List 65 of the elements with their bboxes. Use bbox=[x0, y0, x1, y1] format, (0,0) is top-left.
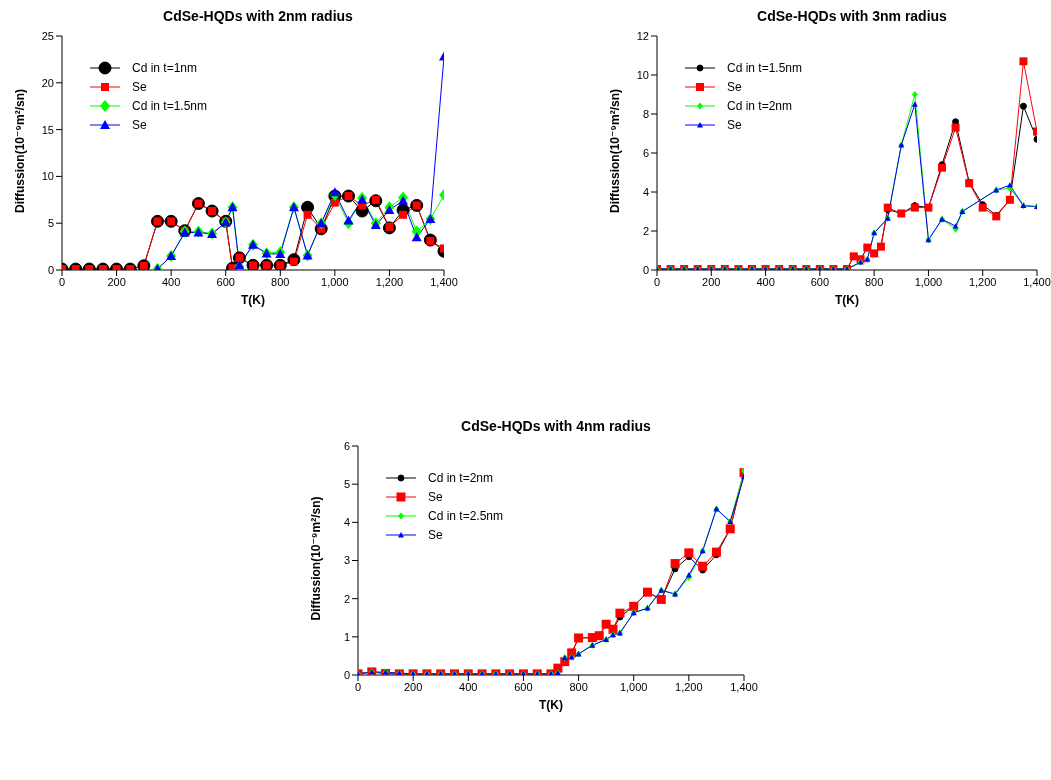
y-axis-title: Diffussion(10⁻⁹m²/sn) bbox=[13, 88, 28, 213]
x-tick-label: 0 bbox=[653, 275, 661, 288]
y-tick-label: 0 bbox=[642, 263, 649, 276]
legend-label: Se bbox=[428, 527, 443, 542]
chart-title: CdSe-HQDs with 2nm radius bbox=[162, 8, 354, 26]
legend-label: Cd in t=1nm bbox=[132, 60, 198, 75]
legend-label: Se bbox=[727, 117, 742, 132]
legend-label: Se bbox=[727, 79, 742, 94]
y-tick-label: 0 bbox=[47, 263, 54, 276]
y-tick-label: 5 bbox=[47, 217, 54, 230]
y-axis-title: Diffussion(10⁻⁹m²/sn) bbox=[309, 496, 324, 621]
y-tick-label: 20 bbox=[41, 76, 54, 89]
x-tick-label: 1,000 bbox=[914, 275, 943, 288]
legend-label: Cd in t=1.5nm bbox=[132, 98, 208, 113]
x-tick-label: 400 bbox=[161, 275, 181, 288]
legend-label: Cd in t=2nm bbox=[428, 470, 494, 485]
chart-title: CdSe-HQDs with 3nm radius bbox=[756, 8, 948, 26]
x-tick-label: 400 bbox=[459, 680, 478, 693]
x-tick-label: 0 bbox=[354, 680, 362, 693]
x-tick-label: 800 bbox=[864, 275, 884, 288]
legend-label: Cd in t=1.5nm bbox=[727, 60, 803, 75]
x-tick-label: 200 bbox=[702, 275, 721, 288]
y-tick-label: 2 bbox=[343, 592, 350, 605]
x-axis-title: T(K) bbox=[539, 698, 563, 712]
x-tick-label: 1,200 bbox=[375, 275, 404, 288]
y-tick-label: 6 bbox=[642, 146, 649, 159]
x-tick-label: 1,000 bbox=[619, 680, 648, 693]
y-tick-label: 4 bbox=[642, 185, 649, 198]
chart-title: CdSe-HQDs with 4nm radius bbox=[460, 418, 652, 436]
y-tick-label: 10 bbox=[41, 170, 54, 183]
legend-label: Cd in t=2nm bbox=[727, 98, 793, 113]
legend-label: Cd in t=2.5nm bbox=[428, 508, 504, 523]
y-tick-label: 2 bbox=[642, 224, 649, 237]
x-tick-label: 600 bbox=[216, 275, 235, 288]
legend-label: Se bbox=[428, 489, 443, 504]
y-tick-label: 0 bbox=[343, 668, 350, 681]
x-axis-title: T(K) bbox=[835, 293, 859, 307]
y-axis-title: Diffussion(10⁻⁹m²/sn) bbox=[608, 88, 623, 213]
x-tick-label: 200 bbox=[107, 275, 126, 288]
y-tick-label: 3 bbox=[343, 554, 350, 567]
x-tick-label: 1,400 bbox=[430, 275, 458, 288]
x-tick-label: 0 bbox=[58, 275, 66, 288]
y-tick-label: 15 bbox=[41, 123, 54, 136]
y-tick-label: 10 bbox=[636, 68, 649, 81]
y-tick-label: 8 bbox=[642, 107, 649, 120]
y-tick-label: 6 bbox=[343, 439, 350, 452]
x-tick-label: 600 bbox=[514, 680, 533, 693]
x-tick-label: 1,200 bbox=[675, 680, 703, 693]
x-tick-label: 600 bbox=[810, 275, 830, 288]
x-axis-title: T(K) bbox=[241, 293, 265, 307]
x-tick-label: 400 bbox=[756, 275, 775, 288]
x-tick-label: 800 bbox=[271, 275, 290, 288]
legend-label: Se bbox=[132, 117, 147, 132]
x-tick-label: 1,400 bbox=[730, 680, 758, 693]
y-tick-label: 4 bbox=[343, 516, 350, 529]
y-tick-label: 1 bbox=[343, 630, 350, 643]
x-tick-label: 1,200 bbox=[968, 275, 997, 288]
y-tick-label: 25 bbox=[41, 29, 54, 42]
y-tick-label: 12 bbox=[636, 29, 649, 42]
legend-label: Se bbox=[132, 79, 147, 94]
y-tick-label: 5 bbox=[343, 478, 350, 491]
x-tick-label: 800 bbox=[569, 680, 588, 693]
x-tick-label: 1,000 bbox=[321, 275, 349, 288]
x-tick-label: 1,400 bbox=[1023, 275, 1051, 288]
x-tick-label: 200 bbox=[403, 680, 423, 693]
